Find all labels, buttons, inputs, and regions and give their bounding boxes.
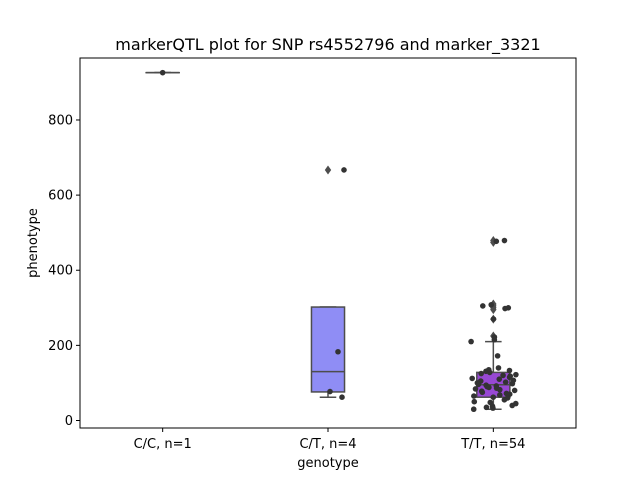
data-point xyxy=(475,381,482,388)
data-point xyxy=(494,353,501,359)
plot-area xyxy=(145,69,519,413)
data-point xyxy=(488,301,495,308)
strip-points xyxy=(327,167,347,400)
data-point xyxy=(469,375,475,382)
strip-points xyxy=(159,69,166,76)
data-point xyxy=(495,365,502,371)
data-point xyxy=(479,303,486,309)
data-point xyxy=(335,348,341,355)
data-point xyxy=(479,389,486,396)
x-axis-label: genotype xyxy=(297,456,358,471)
data-point xyxy=(472,386,479,392)
data-point xyxy=(493,238,500,245)
data-point xyxy=(501,237,508,244)
data-point xyxy=(486,369,493,376)
y-tick-label: 0 xyxy=(65,414,73,429)
data-point xyxy=(490,405,496,411)
data-point xyxy=(500,372,506,379)
data-point xyxy=(478,370,484,377)
data-point xyxy=(468,338,474,345)
data-point xyxy=(506,374,513,381)
y-tick-label: 400 xyxy=(48,264,73,279)
data-point xyxy=(502,305,508,312)
data-point xyxy=(496,376,503,382)
x-axis: C/C, n=1 C/T, n=4 T/T, n=54 xyxy=(134,428,525,452)
x-tick-label: C/C, n=1 xyxy=(134,437,192,452)
y-tick-label: 600 xyxy=(48,189,73,204)
data-point xyxy=(339,394,345,400)
data-point xyxy=(486,384,492,391)
data-point xyxy=(509,402,516,409)
data-point xyxy=(502,379,509,385)
data-point xyxy=(509,380,516,387)
data-point xyxy=(341,167,347,173)
data-point xyxy=(501,397,508,403)
data-point xyxy=(483,404,490,411)
data-point xyxy=(471,393,477,399)
data-point xyxy=(159,69,166,76)
data-point xyxy=(471,398,478,405)
data-point xyxy=(506,367,513,374)
y-tick-label: 800 xyxy=(48,113,73,128)
y-axis-label: phenotype xyxy=(26,208,41,278)
x-tick-label: T/T, n=54 xyxy=(460,437,525,452)
box-group xyxy=(310,165,346,398)
data-point xyxy=(511,387,518,394)
data-point xyxy=(513,371,519,378)
data-point xyxy=(327,388,333,395)
outlier-marker xyxy=(324,165,332,175)
x-tick-label: C/T, n=4 xyxy=(299,437,356,452)
data-point xyxy=(470,406,477,413)
y-tick-label: 200 xyxy=(48,339,73,354)
data-point xyxy=(490,394,497,400)
data-point xyxy=(497,392,503,398)
data-point xyxy=(490,316,497,322)
data-point xyxy=(496,386,503,393)
strip-points xyxy=(468,237,519,413)
data-point xyxy=(491,336,498,343)
chart-title: markerQTL plot for SNP rs4552796 and mar… xyxy=(115,35,540,55)
y-axis: 0 200 400 600 800 xyxy=(48,113,80,429)
